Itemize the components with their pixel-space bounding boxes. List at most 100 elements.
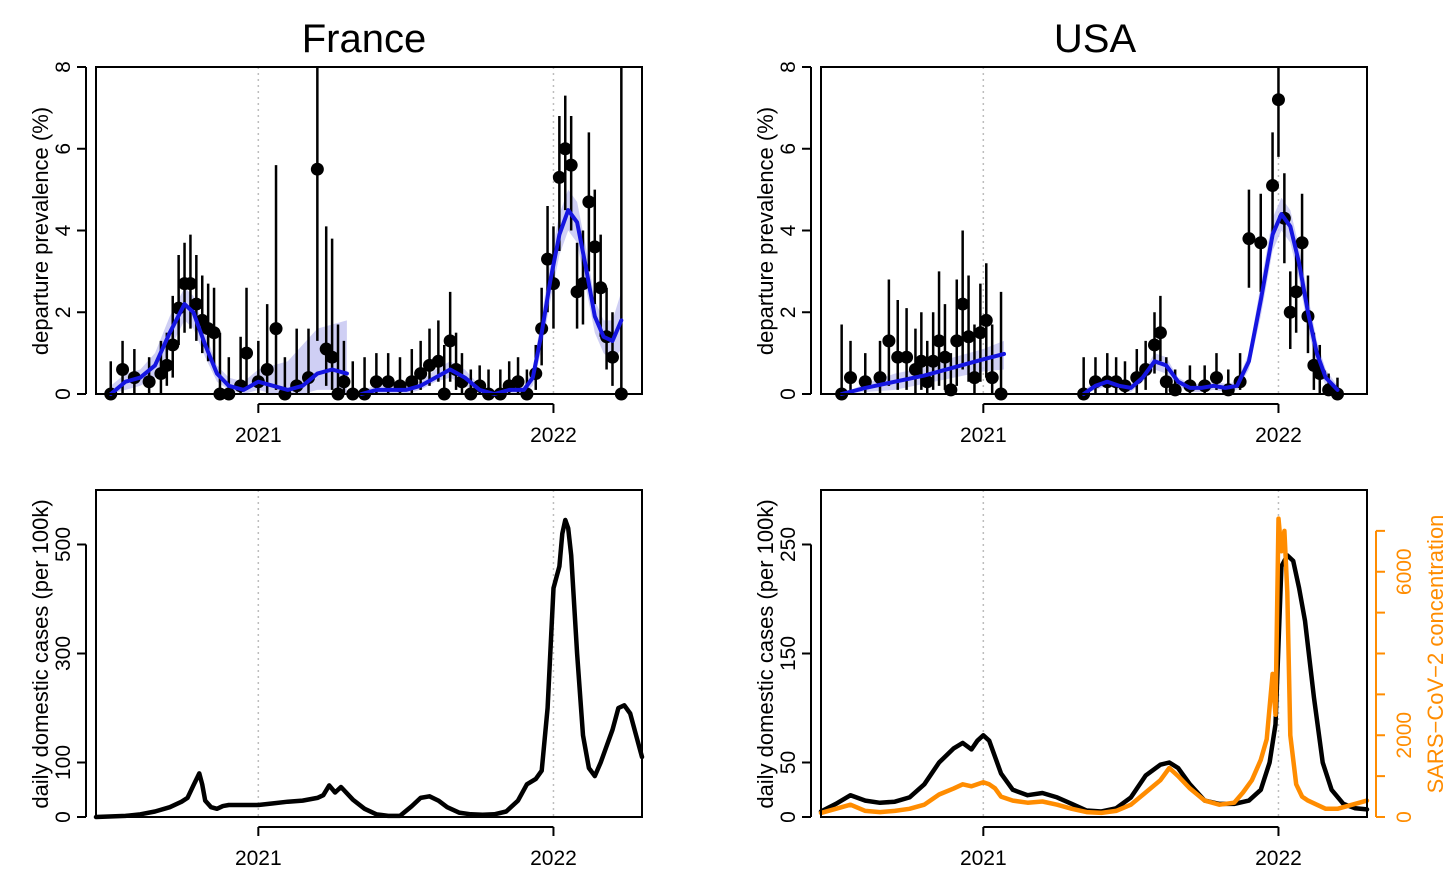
data-point bbox=[381, 375, 395, 389]
plot-frame bbox=[95, 489, 643, 818]
plot-frame bbox=[820, 66, 1368, 395]
data-point bbox=[582, 195, 596, 209]
data-point bbox=[1254, 236, 1268, 250]
data-point bbox=[858, 375, 872, 389]
data-point bbox=[985, 371, 999, 385]
y-axis-label: departure prevalence (%) bbox=[753, 107, 778, 355]
x-tick-label: 2022 bbox=[1255, 847, 1302, 870]
y-tick-label: 100 bbox=[52, 745, 75, 780]
data-point bbox=[938, 350, 952, 364]
y-tick-label: 4 bbox=[777, 224, 800, 236]
data-point bbox=[1289, 285, 1303, 299]
x-tick-label: 2021 bbox=[235, 424, 282, 447]
data-point bbox=[183, 277, 197, 291]
fit-confidence-band bbox=[1083, 197, 1338, 394]
wastewater-line bbox=[818, 516, 1370, 816]
data-point bbox=[1148, 338, 1162, 352]
data-point bbox=[576, 277, 590, 291]
data-point bbox=[337, 375, 351, 389]
data-point bbox=[558, 142, 572, 156]
data-point bbox=[189, 297, 203, 311]
data-point bbox=[1295, 236, 1309, 250]
data-point bbox=[431, 354, 445, 368]
y-tick-label: 0 bbox=[52, 811, 75, 823]
fit-line bbox=[108, 302, 349, 396]
right-axis-tick-label: 0 bbox=[1393, 811, 1416, 823]
right-axis-tick-label: 6000 bbox=[1393, 548, 1416, 595]
data-point bbox=[564, 158, 578, 172]
cases-line bbox=[93, 517, 645, 820]
data-point bbox=[962, 330, 976, 344]
data-point bbox=[900, 350, 914, 364]
x-tick-label: 2022 bbox=[530, 424, 577, 447]
data-point bbox=[1283, 305, 1297, 319]
y-tick-label: 8 bbox=[777, 61, 800, 73]
y-tick-label: 150 bbox=[777, 636, 800, 671]
data-point bbox=[588, 240, 602, 254]
data-point bbox=[973, 326, 987, 340]
y-tick-label: 50 bbox=[777, 751, 800, 774]
y-tick-label: 250 bbox=[777, 527, 800, 562]
y-tick-label: 6 bbox=[777, 143, 800, 155]
fit-line bbox=[359, 208, 624, 396]
data-point bbox=[882, 334, 896, 348]
plot-frame bbox=[820, 489, 1368, 818]
y-tick-label: 2 bbox=[777, 306, 800, 318]
y-axis-label: departure prevalence (%) bbox=[28, 107, 53, 355]
y-axis-label: daily domestic cases (per 100k) bbox=[753, 499, 778, 808]
data-point bbox=[920, 375, 934, 389]
panel-title: France bbox=[302, 17, 427, 61]
data-point bbox=[1271, 93, 1285, 107]
data-point bbox=[260, 362, 274, 376]
fit-line bbox=[1081, 212, 1340, 396]
data-point bbox=[967, 371, 981, 385]
data-point bbox=[1266, 179, 1280, 193]
data-point bbox=[914, 354, 928, 368]
y-axis-label: daily domestic cases (per 100k) bbox=[28, 499, 53, 808]
y-tick-label: 300 bbox=[52, 636, 75, 671]
y-tick-label: 2 bbox=[52, 306, 75, 318]
right-axis-tick-label: 2000 bbox=[1393, 712, 1416, 759]
x-tick-label: 2021 bbox=[960, 847, 1007, 870]
data-point bbox=[594, 281, 608, 295]
plot-frame bbox=[95, 66, 643, 395]
fit-confidence-band bbox=[110, 287, 347, 394]
data-point bbox=[166, 338, 180, 352]
data-point bbox=[1209, 371, 1223, 385]
data-point bbox=[844, 371, 858, 385]
data-point bbox=[956, 297, 970, 311]
panel-france-prevalence: France departure prevalence (%) 0 2 4 6 8 202… bbox=[28, 17, 643, 447]
data-point bbox=[1242, 232, 1256, 246]
data-point bbox=[116, 362, 130, 376]
data-point bbox=[310, 162, 324, 176]
data-point bbox=[405, 375, 419, 389]
y-tick-label: 8 bbox=[52, 61, 75, 73]
data-point bbox=[269, 322, 283, 336]
data-point bbox=[552, 170, 566, 184]
data-point bbox=[301, 371, 315, 385]
data-point bbox=[950, 334, 964, 348]
x-tick-label: 2022 bbox=[1255, 424, 1302, 447]
y-tick-label: 0 bbox=[777, 388, 800, 400]
cases-line bbox=[818, 553, 1370, 814]
panel-france-cases: daily domestic cases (per 100k) 0 100 300 5… bbox=[28, 489, 645, 870]
data-point bbox=[541, 252, 555, 266]
y-tick-label: 4 bbox=[52, 224, 75, 236]
data-point bbox=[207, 326, 221, 340]
data-point bbox=[240, 346, 254, 360]
data-point bbox=[160, 358, 174, 372]
x-tick-label: 2021 bbox=[235, 847, 282, 870]
data-point bbox=[369, 375, 383, 389]
panel-title: USA bbox=[1054, 17, 1137, 61]
panel-usa-prevalence: USA departure prevalence (%) 0 2 4 6 8 2021 20… bbox=[753, 17, 1368, 447]
data-point bbox=[932, 334, 946, 348]
data-point bbox=[142, 375, 156, 389]
y-tick-label: 6 bbox=[52, 143, 75, 155]
y-tick-label: 0 bbox=[777, 811, 800, 823]
x-tick-label: 2022 bbox=[530, 847, 577, 870]
x-tick-label: 2021 bbox=[960, 424, 1007, 447]
data-point bbox=[1159, 375, 1173, 389]
data-point bbox=[605, 350, 619, 364]
data-point bbox=[979, 313, 993, 327]
